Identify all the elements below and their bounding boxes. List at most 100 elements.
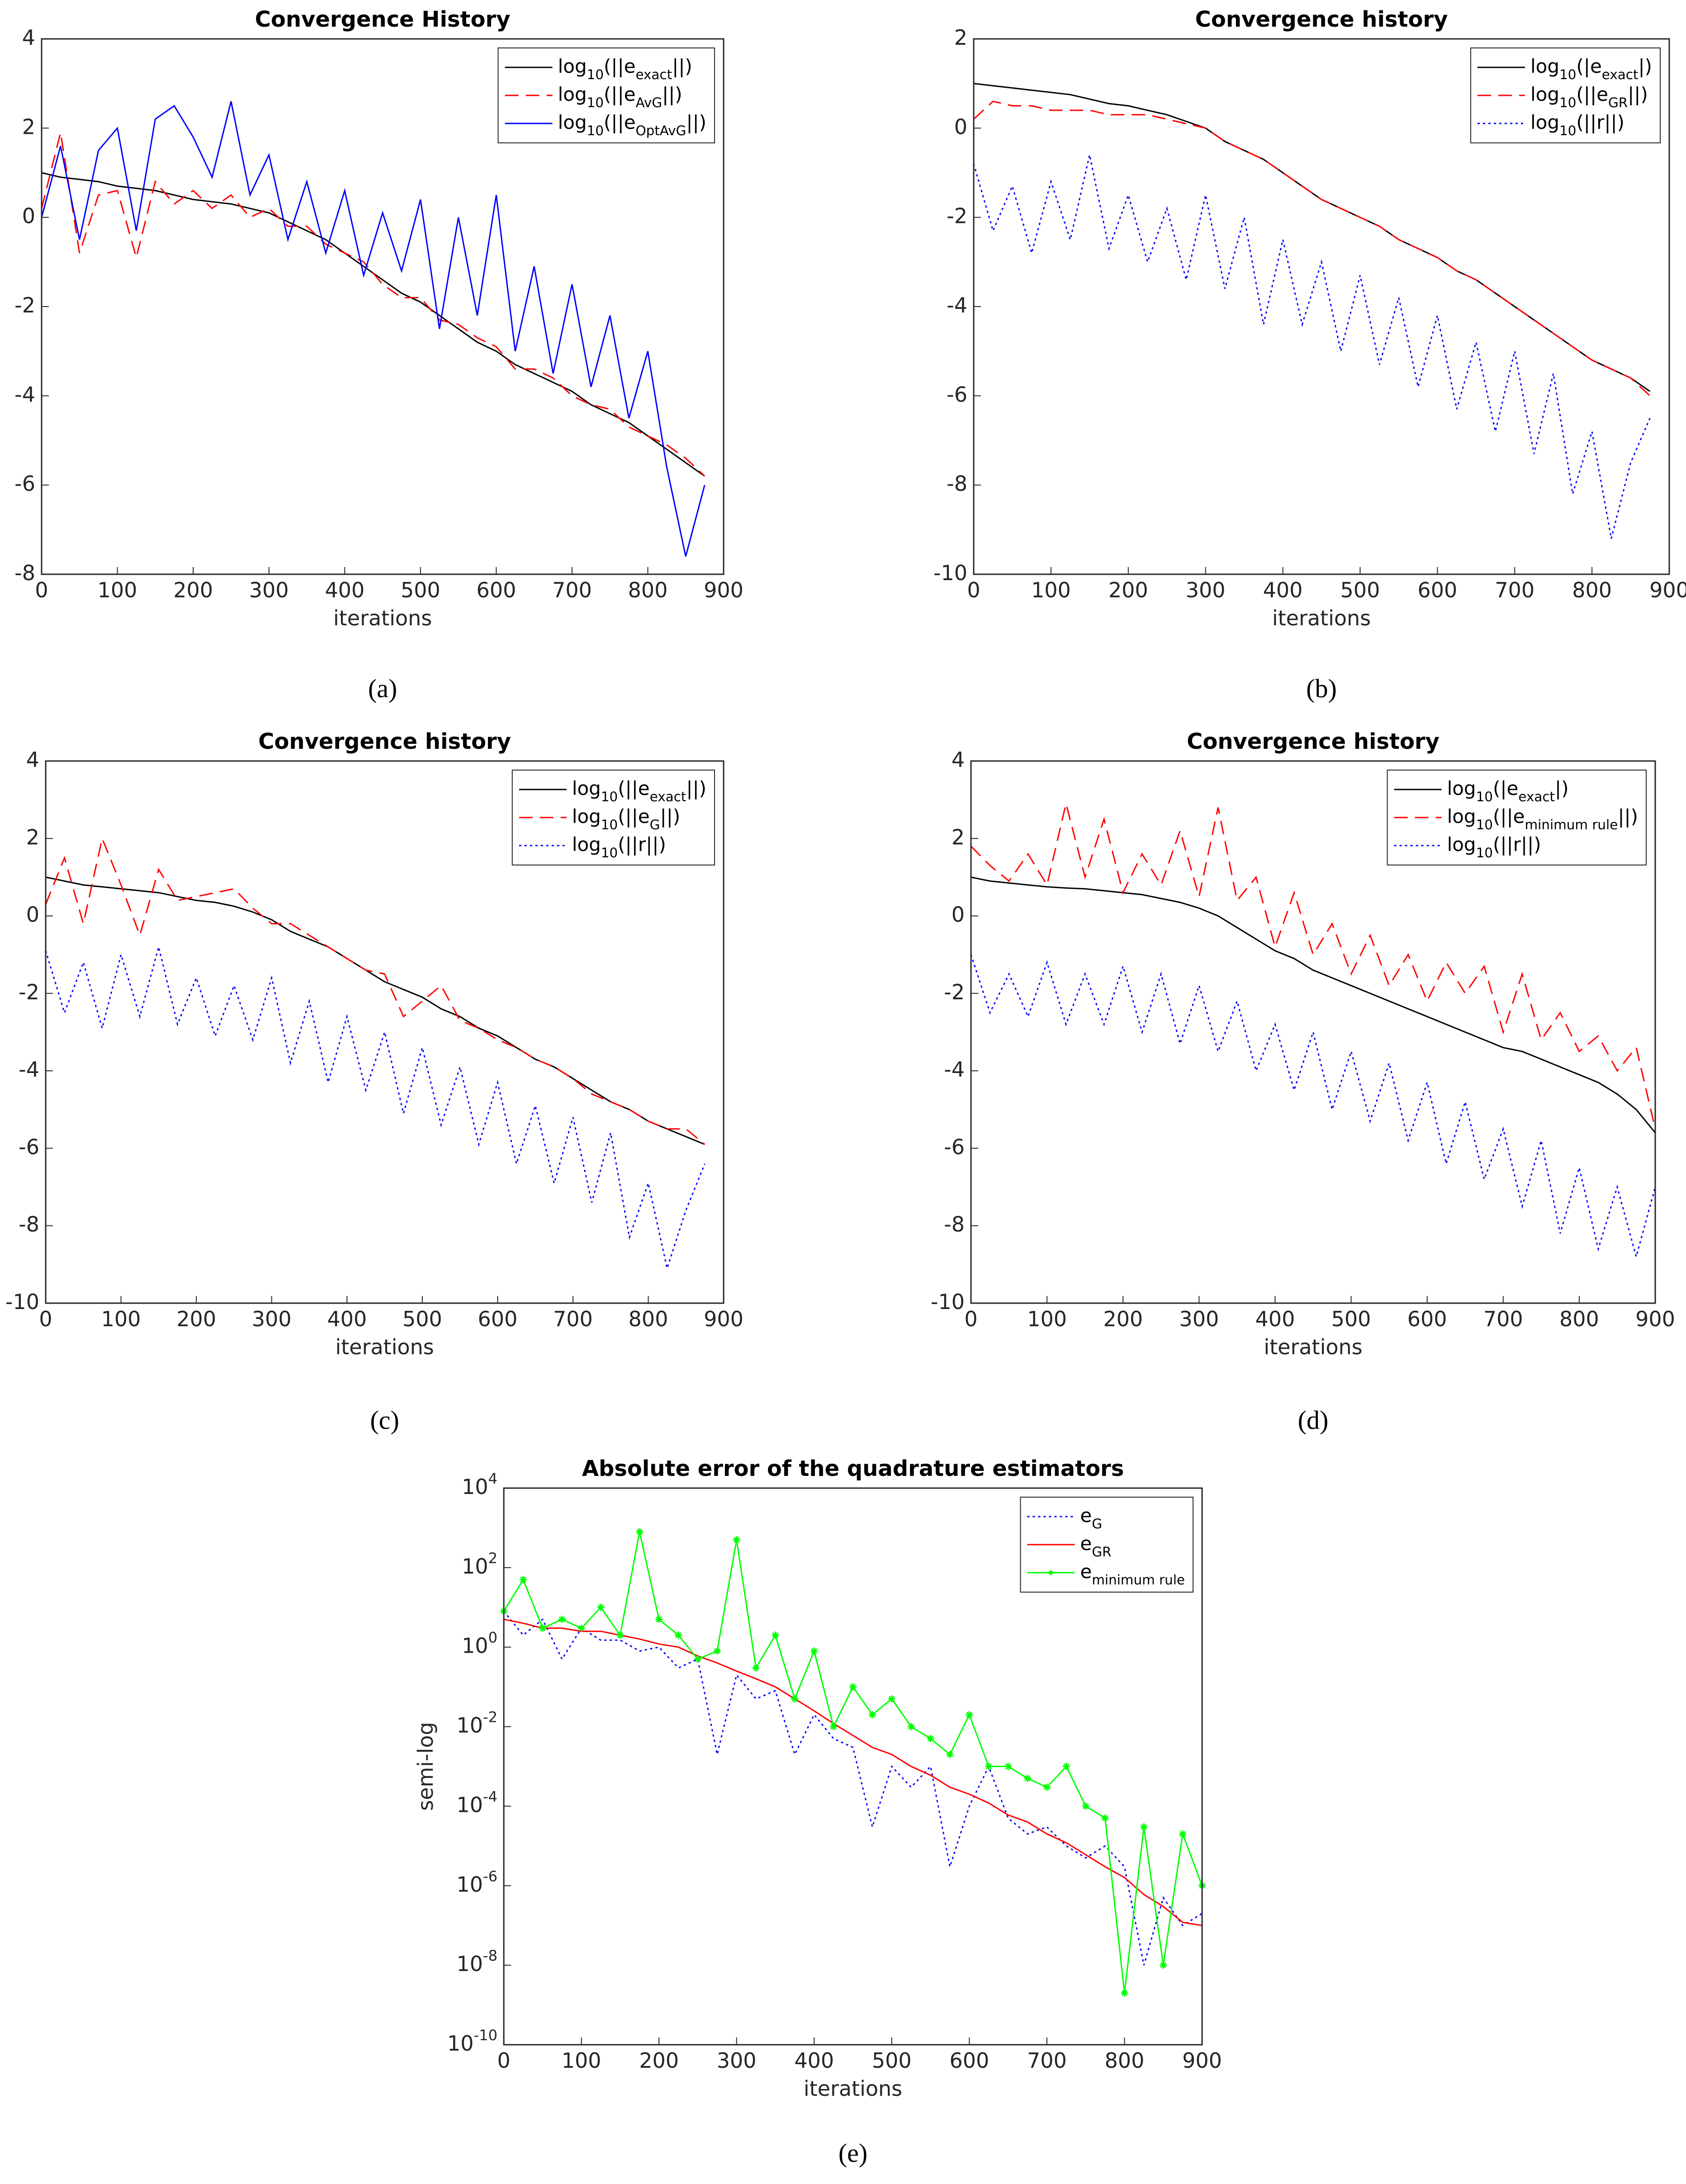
x-tick-label: 700 — [1027, 2048, 1067, 2073]
x-tick-label: 900 — [1649, 578, 1686, 602]
y-tick-label: -2 — [14, 293, 35, 317]
chart-title: Convergence history — [1187, 729, 1440, 754]
y-tick-label: -6 — [944, 1135, 965, 1159]
data-line — [971, 876, 1656, 1134]
marker — [1160, 1962, 1167, 1969]
legend: log10(||eexact||)log10(||eG||)log10(||r|… — [511, 770, 715, 865]
x-tick-label: 800 — [1572, 578, 1612, 602]
legend-label: eminimum rule — [1080, 1560, 1185, 1588]
y-tick-label: 0 — [26, 902, 39, 927]
x-tick-label: 0 — [39, 1307, 52, 1331]
marker — [752, 1664, 760, 1672]
x-tick-label: 400 — [327, 1307, 367, 1331]
chart-title: Convergence history — [1195, 7, 1448, 32]
y-tick-label: -4 — [947, 293, 967, 317]
y-tick-label: 4 — [26, 747, 39, 772]
marker — [946, 1751, 954, 1759]
legend-label: log10(||r||) — [1447, 833, 1541, 860]
caption: (d) — [1298, 1405, 1329, 1435]
data-line — [41, 132, 706, 477]
legend-label: eG — [1080, 1504, 1102, 1532]
y-tick-label: -10 — [931, 1290, 965, 1314]
marker — [655, 1616, 663, 1623]
y-tick-label: 10-4 — [456, 1788, 497, 1817]
data-line — [973, 100, 1651, 397]
y-tick-label: 4 — [22, 25, 35, 50]
y-tick-label: -8 — [14, 561, 35, 585]
y-tick-label: 2 — [954, 25, 967, 50]
x-tick-label: 700 — [1495, 578, 1534, 602]
x-tick-label: 300 — [717, 2048, 757, 2073]
x-tick-label: 800 — [1559, 1307, 1599, 1331]
x-tick-label: 400 — [794, 2048, 834, 2073]
x-tick-label: 800 — [629, 1307, 668, 1331]
marker — [1043, 1783, 1051, 1791]
y-tick-label: -10 — [933, 561, 967, 585]
marker — [868, 1711, 876, 1719]
marker — [519, 1576, 527, 1584]
caption: (a) — [368, 674, 397, 703]
marker — [888, 1695, 895, 1703]
y-tick-label: -6 — [19, 1135, 39, 1159]
y-tick-label: 2 — [952, 825, 965, 849]
x-tick-label: 0 — [964, 1307, 977, 1331]
x-tick-label: 700 — [553, 1307, 593, 1331]
marker — [772, 1631, 779, 1639]
x-tick-label: 800 — [628, 578, 668, 602]
marker — [675, 1631, 682, 1639]
x-axis-label: iterations — [333, 606, 432, 630]
y-tick-label: -8 — [947, 471, 967, 496]
x-tick-label: 300 — [1186, 578, 1226, 602]
data-line — [970, 954, 1656, 1259]
x-tick-label: 100 — [1031, 578, 1071, 602]
marker — [927, 1735, 934, 1743]
marker — [1140, 1823, 1148, 1831]
y-tick-label: 102 — [462, 1550, 497, 1579]
axes-box — [41, 38, 725, 575]
y-tick-label: 100 — [462, 1629, 497, 1658]
x-tick-label: 200 — [173, 578, 213, 602]
axes-box — [973, 38, 1670, 575]
marker — [1082, 1802, 1089, 1810]
y-tick-label: -6 — [947, 382, 967, 407]
chart-title: Convergence history — [258, 729, 511, 754]
marker — [1004, 1763, 1012, 1770]
legend-label: log10(||r||) — [572, 833, 666, 860]
x-tick-label: 100 — [98, 578, 137, 602]
data-line — [973, 155, 1651, 539]
x-tick-label: 800 — [1105, 2048, 1145, 2073]
y-tick-label: 4 — [952, 747, 965, 772]
marker — [558, 1616, 566, 1623]
x-tick-label: 600 — [478, 1307, 517, 1331]
marker — [1179, 1830, 1187, 1838]
y-tick-label: 2 — [22, 114, 35, 139]
marker — [830, 1723, 838, 1730]
legend-label: log10(|eexact|) — [1530, 55, 1652, 82]
x-tick-label: 400 — [1263, 578, 1303, 602]
chart-title: Absolute error of the quadrature estimat… — [582, 1456, 1124, 1481]
y-tick-label: -2 — [944, 979, 965, 1004]
caption: (b) — [1306, 674, 1337, 703]
x-axis-label: iterations — [1264, 1335, 1362, 1359]
chart: 0 100 200 300 400 500 600 700 800 900 10-10 10-8 10-… — [413, 1456, 1222, 2101]
marker — [1062, 1763, 1070, 1770]
y-tick-label: -2 — [947, 203, 967, 228]
y-tick-label: 104 — [462, 1470, 497, 1499]
legend: log10(||eexact||)log10(||eAvG||)log10(||… — [497, 47, 715, 143]
legend: log10(|eexact|)log10(||eminimum rule||)l… — [1387, 770, 1647, 865]
marker — [1121, 1989, 1128, 1997]
y-tick-label: 0 — [952, 902, 965, 927]
y-tick-label: -6 — [14, 471, 35, 496]
x-tick-label: 900 — [704, 1307, 744, 1331]
data-line — [45, 946, 706, 1271]
x-tick-label: 400 — [325, 578, 365, 602]
x-tick-label: 300 — [249, 578, 289, 602]
marker — [849, 1683, 857, 1691]
x-tick-label: 200 — [639, 2048, 679, 2073]
y-tick-label: -8 — [944, 1212, 965, 1236]
marker — [985, 1763, 993, 1770]
x-tick-label: 500 — [401, 578, 440, 602]
y-tick-label: 10-6 — [456, 1867, 497, 1896]
